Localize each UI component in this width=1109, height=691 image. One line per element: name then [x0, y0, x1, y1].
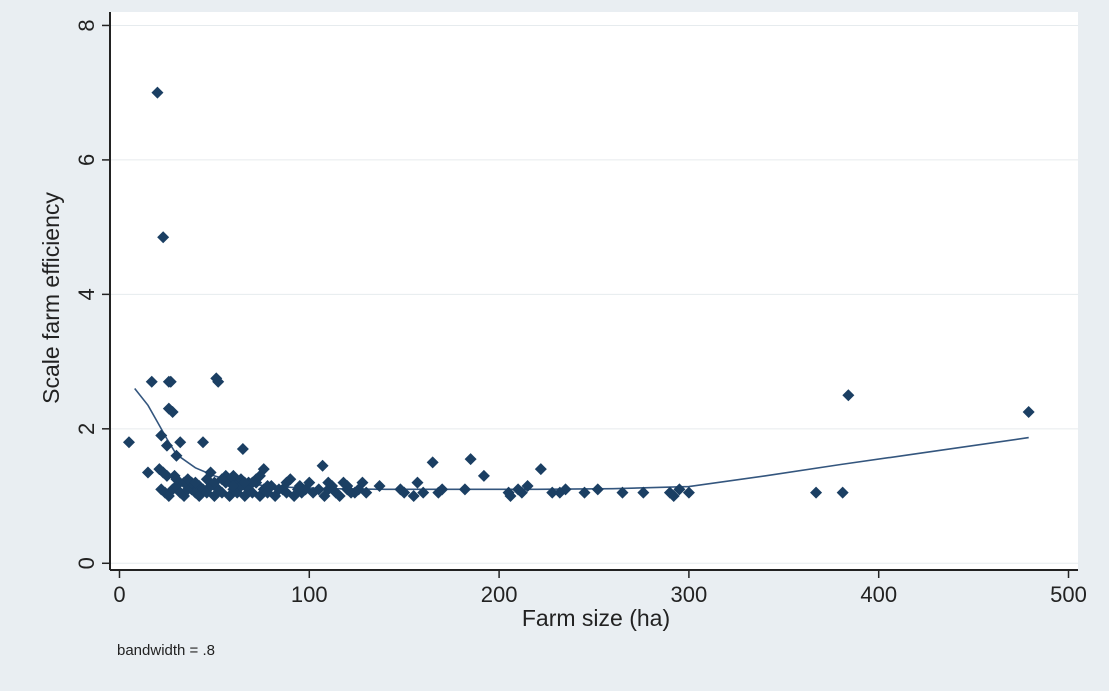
- data-point: [212, 375, 225, 388]
- data-point: [373, 479, 386, 492]
- data-point: [432, 486, 445, 499]
- x-tick-label: 300: [671, 582, 708, 607]
- data-point: [411, 476, 424, 489]
- x-axis-title: Farm size (ha): [522, 605, 670, 631]
- data-point: [164, 375, 177, 388]
- data-point: [170, 449, 183, 462]
- data-point: [246, 476, 259, 489]
- data-point: [464, 453, 477, 466]
- grid-layer: [110, 24, 1078, 564]
- data-point: [197, 436, 210, 449]
- data-point: [398, 486, 411, 499]
- data-point: [515, 486, 528, 499]
- axis-layer: 0 100 200 300 400 500 0 2 4 6 8: [74, 12, 1087, 607]
- data-point: [673, 483, 686, 496]
- data-point: [141, 466, 154, 479]
- data-point: [122, 436, 135, 449]
- data-point: [189, 476, 202, 489]
- data-point: [1022, 406, 1035, 419]
- data-point: [238, 476, 251, 489]
- bandwidth-note: bandwidth = .8: [117, 642, 215, 659]
- data-point: [160, 439, 173, 452]
- y-tick-label: 2: [74, 423, 99, 435]
- data-point: [236, 442, 249, 455]
- data-point: [426, 456, 439, 469]
- x-tick-label: 500: [1050, 582, 1087, 607]
- data-point: [553, 486, 566, 499]
- data-point: [261, 479, 274, 492]
- x-tick-label: 400: [860, 582, 897, 607]
- data-point: [842, 389, 855, 402]
- x-tick-label: 200: [481, 582, 518, 607]
- data-point: [360, 486, 373, 499]
- data-point: [682, 486, 695, 499]
- data-point: [521, 479, 534, 492]
- y-tick-label: 6: [74, 154, 99, 166]
- data-point: [477, 469, 490, 482]
- y-tick-label: 8: [74, 19, 99, 31]
- y-tick-label: 0: [74, 557, 99, 569]
- data-point: [145, 375, 158, 388]
- data-point: [322, 476, 335, 489]
- data-point: [166, 406, 179, 419]
- data-point: [616, 486, 629, 499]
- data-point: [591, 483, 604, 496]
- data-point: [227, 479, 240, 492]
- data-point: [155, 429, 168, 442]
- data-point: [208, 476, 221, 489]
- x-tick-label: 100: [291, 582, 328, 607]
- point-layer: [122, 86, 1035, 503]
- data-point: [174, 436, 187, 449]
- data-point: [160, 469, 173, 482]
- data-point: [316, 459, 329, 472]
- data-point: [280, 476, 293, 489]
- data-point: [341, 479, 354, 492]
- data-point: [667, 490, 680, 503]
- data-point: [546, 486, 559, 499]
- y-axis-title: Scale farm efficiency: [38, 192, 64, 404]
- data-point: [307, 486, 320, 499]
- plot-area: [110, 12, 1078, 570]
- x-tick-label: 0: [113, 582, 125, 607]
- data-point: [407, 490, 420, 503]
- data-point: [836, 486, 849, 499]
- data-point: [151, 86, 164, 99]
- data-point: [157, 231, 170, 244]
- data-point: [417, 486, 430, 499]
- data-point: [810, 486, 823, 499]
- data-point: [458, 483, 471, 496]
- data-point: [504, 490, 517, 503]
- data-point: [578, 486, 591, 499]
- data-point: [637, 486, 650, 499]
- data-point: [333, 490, 346, 503]
- data-point: [534, 463, 547, 476]
- data-point: [253, 469, 266, 482]
- data-point: [291, 483, 304, 496]
- y-tick-label: 4: [74, 288, 99, 300]
